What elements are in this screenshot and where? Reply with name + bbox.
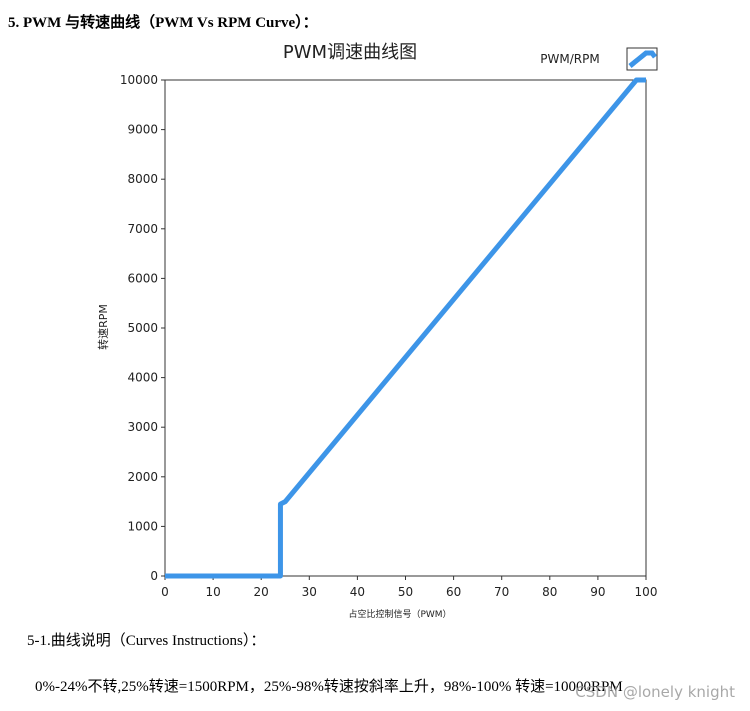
y-tick-label: 10000 xyxy=(120,73,158,87)
y-tick-label: 4000 xyxy=(127,371,158,385)
x-tick-label: 0 xyxy=(161,585,169,599)
x-tick-label: 40 xyxy=(350,585,365,599)
x-axis-label: 占空比控制信号（PWM） xyxy=(348,608,451,620)
x-tick-label: 60 xyxy=(446,585,461,599)
y-tick-label: 2000 xyxy=(127,470,158,484)
subheading: 5-1.曲线说明（Curves Instructions）： xyxy=(27,632,265,649)
x-tick-label: 20 xyxy=(254,585,269,599)
x-tick-label: 80 xyxy=(542,585,557,599)
y-tick-label: 9000 xyxy=(127,123,158,137)
chart-title: PWM调速曲线图 xyxy=(283,42,417,63)
paragraph: 0%-24%不转,25%转速=1500RPM，25%-98%转速按斜率上升，98… xyxy=(35,678,623,695)
x-tick-label: 70 xyxy=(494,585,509,599)
y-tick-label: 3000 xyxy=(127,420,158,434)
y-tick-label: 1000 xyxy=(127,519,158,533)
x-tick-label: 10 xyxy=(205,585,220,599)
heading: 5. PWM 与转速曲线（PWM Vs RPM Curve）： xyxy=(8,13,318,31)
y-tick-label: 7000 xyxy=(127,222,158,236)
x-tick-label: 90 xyxy=(590,585,605,599)
y-tick-label: 5000 xyxy=(127,321,158,335)
y-axis-label: 转速RPM xyxy=(96,304,110,350)
y-tick-label: 6000 xyxy=(127,271,158,285)
x-tick-label: 30 xyxy=(302,585,317,599)
x-tick-label: 100 xyxy=(635,585,658,599)
data-line xyxy=(165,77,646,579)
legend-label: PWM/RPM xyxy=(540,52,599,66)
watermark: CSDN @lonely knight xyxy=(575,683,735,701)
x-tick-label: 50 xyxy=(398,585,413,599)
y-tick-label: 8000 xyxy=(127,172,158,186)
legend-swatch xyxy=(628,50,657,68)
y-tick-label: 0 xyxy=(150,569,158,583)
